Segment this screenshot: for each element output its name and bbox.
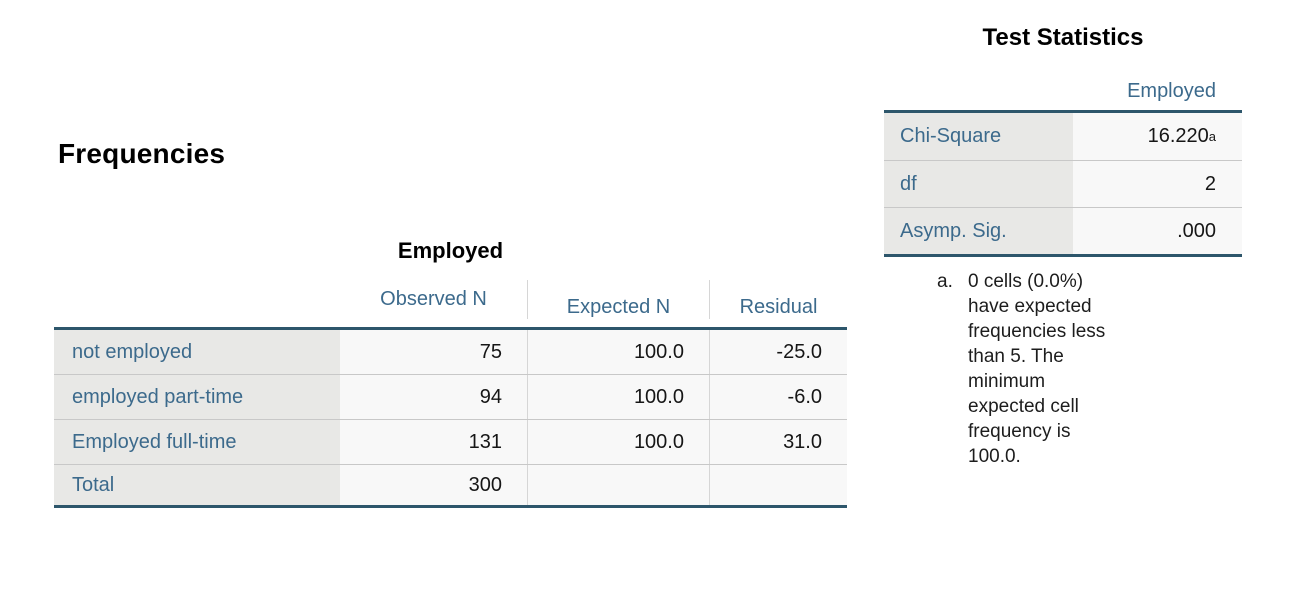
column-header-residual: Residual xyxy=(709,280,847,319)
table-row-total: Total 300 xyxy=(54,464,847,505)
chi-square-value: 16.220 a xyxy=(1073,113,1242,160)
footnote-line: have expected xyxy=(968,296,1092,317)
residual-value: -6.0 xyxy=(709,375,847,419)
test-statistics-header-row: Employed xyxy=(884,74,1242,110)
table-row: Asymp. Sig. .000 xyxy=(884,207,1242,254)
row-label: not employed xyxy=(54,330,340,374)
row-label-df: df xyxy=(884,161,1073,207)
row-label-chi-square: Chi-Square xyxy=(884,113,1073,160)
table-row: not employed 75 100.0 -25.0 xyxy=(54,330,847,374)
footnote-text: 0 cells (0.0%) have expected frequencies… xyxy=(968,269,1105,469)
test-statistics-table: Test Statistics Employed Chi-Square 16.2… xyxy=(884,24,1242,469)
footnote-marker: a. xyxy=(937,271,953,292)
residual-value xyxy=(709,465,847,505)
table-row: Employed full-time 131 100.0 31.0 xyxy=(54,419,847,464)
table-header-row: Observed N Expected N Residual xyxy=(54,280,847,327)
expected-n-value: 100.0 xyxy=(527,375,709,419)
row-label: Total xyxy=(54,465,340,505)
df-number: 2 xyxy=(1204,172,1216,195)
observed-n-value: 75 xyxy=(340,330,527,374)
footnote-line: than 5. The xyxy=(968,346,1064,367)
employed-table-title: Employed xyxy=(397,238,504,263)
footnote-line: expected cell xyxy=(968,396,1079,417)
observed-n-value: 131 xyxy=(340,420,527,464)
expected-n-value xyxy=(527,465,709,505)
test-statistics-title: Test Statistics xyxy=(982,24,1144,51)
footnote-line: 0 cells (0.0%) xyxy=(968,271,1084,292)
column-header-expected-n: Expected N xyxy=(527,280,709,319)
expected-n-value: 100.0 xyxy=(527,420,709,464)
chi-square-number: 16.220 xyxy=(1147,125,1209,147)
observed-n-value: 300 xyxy=(340,465,527,505)
df-value: 2 xyxy=(1073,161,1242,207)
asymp-sig-number: .000 xyxy=(1177,219,1216,242)
footnote-line: frequency is xyxy=(968,421,1071,442)
column-header-employed: Employed xyxy=(1127,80,1216,102)
footnote-a: a. 0 cells (0.0%) have expected frequenc… xyxy=(937,269,1242,469)
table-row: Chi-Square 16.220 a xyxy=(884,113,1242,160)
expected-n-value: 100.0 xyxy=(527,330,709,374)
test-statistics-body: Chi-Square 16.220 a df 2 Asymp. Sig. .000 xyxy=(884,110,1242,257)
table-row: df 2 xyxy=(884,160,1242,207)
row-label: Employed full-time xyxy=(54,420,340,464)
footnote-line: minimum xyxy=(968,371,1046,392)
corner-header-cell xyxy=(54,280,340,319)
asymp-sig-value: .000 xyxy=(1073,208,1242,254)
frequencies-heading: Frequencies xyxy=(58,138,226,169)
row-label: employed part-time xyxy=(54,375,340,419)
column-header-observed-n: Observed N xyxy=(380,288,487,310)
residual-value: 31.0 xyxy=(709,420,847,464)
row-label-asymp-sig: Asymp. Sig. xyxy=(884,208,1073,254)
table-body: not employed 75 100.0 -25.0 employed par… xyxy=(54,327,847,508)
employed-frequency-table: Employed Observed N Expected N Residual … xyxy=(54,238,847,508)
residual-value: -25.0 xyxy=(709,330,847,374)
table-row: employed part-time 94 100.0 -6.0 xyxy=(54,374,847,419)
observed-n-value: 94 xyxy=(340,375,527,419)
footnote-line: frequencies less xyxy=(968,321,1106,342)
footnote-line: 100.0. xyxy=(968,446,1021,467)
